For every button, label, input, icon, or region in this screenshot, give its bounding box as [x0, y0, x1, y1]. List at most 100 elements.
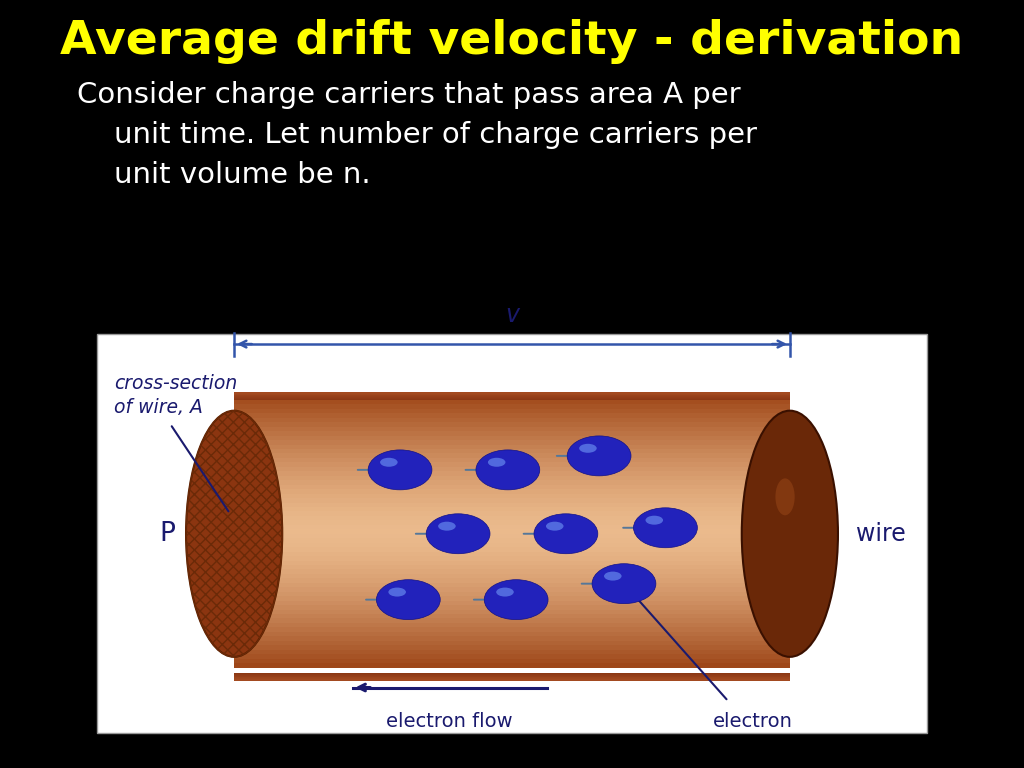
Bar	[234, 588, 790, 591]
Bar	[234, 601, 790, 605]
Bar	[234, 467, 790, 472]
Text: unit time. Let number of charge carriers per: unit time. Let number of charge carriers…	[77, 121, 757, 148]
Bar	[234, 445, 790, 449]
Ellipse shape	[438, 521, 456, 531]
Bar	[234, 395, 790, 396]
Bar	[234, 418, 790, 422]
Bar	[234, 627, 790, 632]
Bar	[234, 435, 790, 440]
Bar	[234, 534, 790, 538]
Bar	[234, 654, 790, 659]
Bar	[234, 673, 790, 675]
Ellipse shape	[567, 436, 631, 476]
Bar	[234, 422, 790, 427]
Ellipse shape	[487, 458, 506, 467]
Bar	[234, 677, 790, 678]
Bar	[97, 334, 927, 733]
Bar	[234, 574, 790, 578]
Text: Average drift velocity - derivation: Average drift velocity - derivation	[60, 19, 964, 65]
Bar	[234, 398, 790, 400]
Bar	[234, 396, 790, 398]
Bar	[234, 394, 790, 396]
Bar	[234, 538, 790, 543]
Bar	[234, 462, 790, 467]
Bar	[234, 676, 790, 677]
Bar	[234, 498, 790, 502]
Bar	[234, 396, 790, 397]
Bar	[234, 556, 790, 561]
Text: wire: wire	[856, 521, 906, 546]
Bar	[234, 400, 790, 405]
Bar	[234, 409, 790, 413]
Bar	[234, 678, 790, 680]
Bar	[234, 618, 790, 623]
Ellipse shape	[634, 508, 697, 548]
Bar	[234, 511, 790, 516]
Ellipse shape	[368, 450, 432, 490]
Bar	[234, 392, 790, 394]
Ellipse shape	[645, 515, 664, 525]
Bar	[234, 521, 790, 525]
Ellipse shape	[604, 571, 622, 581]
Bar	[234, 605, 790, 610]
Bar	[234, 645, 790, 650]
Bar	[234, 525, 790, 529]
Ellipse shape	[592, 564, 656, 604]
Ellipse shape	[476, 450, 540, 490]
Bar	[234, 663, 790, 667]
Bar	[234, 453, 790, 458]
Bar	[234, 565, 790, 569]
Bar	[234, 485, 790, 489]
Ellipse shape	[580, 444, 597, 453]
Bar	[234, 591, 790, 596]
Bar	[234, 659, 790, 663]
Bar	[234, 440, 790, 445]
Bar	[234, 458, 790, 462]
Ellipse shape	[377, 580, 440, 620]
Ellipse shape	[380, 458, 397, 467]
Bar	[234, 583, 790, 588]
Bar	[234, 427, 790, 431]
Text: unit volume be n.: unit volume be n.	[77, 161, 371, 188]
Text: v: v	[505, 303, 519, 327]
Ellipse shape	[497, 588, 514, 597]
Bar	[234, 677, 790, 679]
Text: electron: electron	[713, 712, 793, 731]
Bar	[234, 397, 790, 399]
Bar	[234, 543, 790, 547]
Bar	[234, 561, 790, 565]
Text: Consider charge carriers that pass area A per: Consider charge carriers that pass area …	[77, 81, 740, 108]
Text: electron flow: electron flow	[386, 712, 513, 731]
Bar	[234, 637, 790, 641]
Ellipse shape	[388, 588, 406, 597]
Bar	[234, 480, 790, 485]
Ellipse shape	[484, 580, 548, 620]
Bar	[234, 431, 790, 435]
Bar	[234, 679, 790, 681]
Bar	[234, 507, 790, 511]
Bar	[234, 551, 790, 556]
Bar	[234, 413, 790, 418]
Ellipse shape	[534, 514, 598, 554]
Bar	[234, 449, 790, 453]
Ellipse shape	[741, 411, 838, 657]
Bar	[234, 641, 790, 645]
Ellipse shape	[546, 521, 563, 531]
Bar	[234, 472, 790, 476]
Bar	[234, 489, 790, 494]
Bar	[234, 516, 790, 521]
Bar	[234, 405, 790, 409]
Bar	[234, 569, 790, 574]
Bar	[234, 502, 790, 507]
Bar	[234, 392, 790, 395]
Bar	[234, 547, 790, 551]
Bar	[234, 623, 790, 627]
Bar	[234, 476, 790, 480]
Bar	[234, 650, 790, 654]
Ellipse shape	[426, 514, 490, 554]
Bar	[234, 578, 790, 583]
Bar	[234, 674, 790, 676]
Ellipse shape	[186, 411, 283, 657]
Bar	[234, 675, 790, 677]
Bar	[234, 494, 790, 498]
